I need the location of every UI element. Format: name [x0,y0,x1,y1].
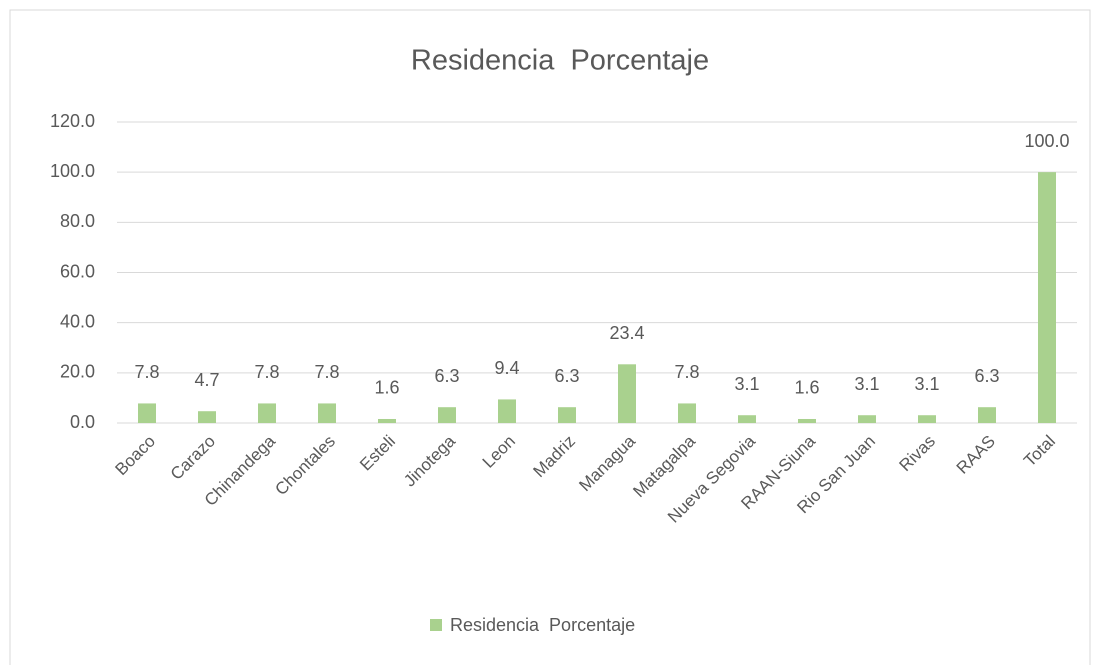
bar [918,415,936,423]
bar [978,407,996,423]
bar [378,418,396,423]
bar [138,403,156,423]
chart-title: Residencia Porcentaje [411,45,709,77]
bar [258,403,276,423]
data-label: 3.1 [734,374,759,394]
bar [498,399,516,423]
data-label: 23.4 [609,323,644,343]
y-tick-label: 120.0 [50,111,95,131]
y-tick-label: 40.0 [60,311,95,331]
y-tick-label: 60.0 [60,261,95,281]
legend-swatch [430,619,442,631]
y-tick-label: 100.0 [50,161,95,181]
bar [798,418,816,423]
y-tick-label: 20.0 [60,362,95,382]
data-label: 1.6 [374,378,399,398]
bar [738,415,756,423]
bar [438,407,456,423]
data-label: 7.8 [254,362,279,382]
bar [858,415,876,423]
bar [198,411,216,423]
data-label: 100.0 [1024,131,1069,151]
data-label: 7.8 [134,362,159,382]
legend-label: Residencia Porcentaje [450,615,635,635]
bar [618,364,636,423]
y-tick-label: 80.0 [60,211,95,231]
data-label: 3.1 [854,374,879,394]
data-label: 3.1 [914,374,939,394]
data-label: 9.4 [494,358,519,378]
bar [318,403,336,423]
data-label: 6.3 [434,366,459,386]
data-label: 4.7 [194,370,219,390]
data-label: 7.8 [674,362,699,382]
y-tick-label: 0.0 [70,412,95,432]
bar [558,407,576,423]
chart-border [9,9,1091,665]
data-label: 6.3 [974,366,999,386]
bar [678,403,696,423]
bar [1038,172,1056,423]
data-label: 6.3 [554,366,579,386]
data-label: 1.6 [794,378,819,398]
data-label: 7.8 [314,362,339,382]
